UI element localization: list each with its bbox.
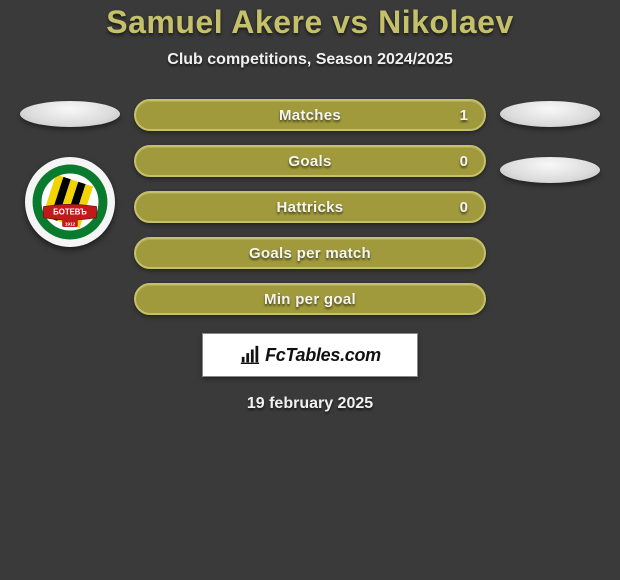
botev-club-badge: БОТЕВЪ 1912 (25, 157, 115, 247)
stat-row: Hattricks 0 (134, 191, 486, 223)
stat-value-right: 1 (460, 107, 468, 124)
left-column: БОТЕВЪ 1912 (10, 93, 130, 247)
club-crest-icon: БОТЕВЪ 1912 (31, 163, 109, 241)
club-right-placeholder (500, 157, 600, 183)
svg-text:БОТЕВЪ: БОТЕВЪ (53, 207, 87, 216)
stat-row: Min per goal (134, 283, 486, 315)
bar-chart-icon (239, 344, 261, 366)
stat-value-right: 0 (460, 153, 468, 170)
stat-label: Hattricks (277, 199, 344, 216)
brand-link[interactable]: FcTables.com (202, 333, 418, 377)
stat-row: Matches 1 (134, 99, 486, 131)
stat-label: Matches (279, 107, 341, 124)
player-left-placeholder (20, 101, 120, 127)
stat-label: Goals per match (249, 245, 371, 262)
comparison-widget: Samuel Akere vs Nikolaev Club competitio… (0, 0, 620, 413)
stat-label: Goals (288, 153, 331, 170)
page-title: Samuel Akere vs Nikolaev (0, 4, 620, 41)
main-row: БОТЕВЪ 1912 Matches 1 Goals 0 Hattricks … (0, 93, 620, 315)
date-text: 19 february 2025 (247, 395, 373, 413)
brand-text: FcTables.com (265, 345, 381, 366)
right-column (490, 93, 610, 183)
footer: FcTables.com 19 february 2025 (0, 333, 620, 413)
subtitle: Club competitions, Season 2024/2025 (0, 51, 620, 69)
stat-row: Goals 0 (134, 145, 486, 177)
stat-value-right: 0 (460, 199, 468, 216)
stat-row: Goals per match (134, 237, 486, 269)
svg-text:1912: 1912 (65, 221, 76, 226)
stats-list: Matches 1 Goals 0 Hattricks 0 Goals per … (130, 93, 490, 315)
player-right-placeholder (500, 101, 600, 127)
stat-label: Min per goal (264, 291, 356, 308)
